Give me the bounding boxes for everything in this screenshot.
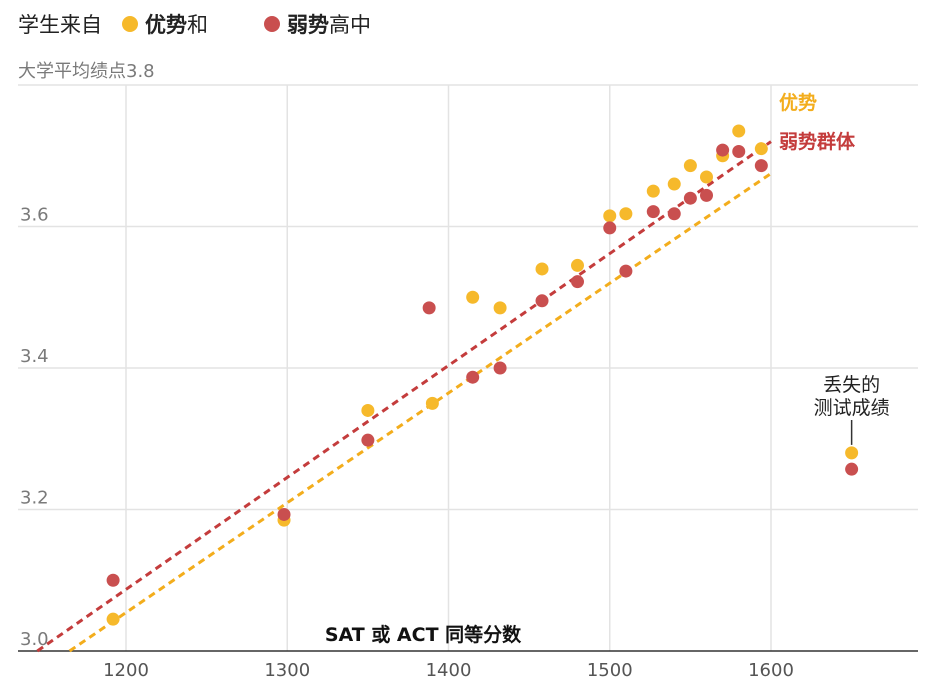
legend-label-advantaged-bold: 优势 — [145, 13, 187, 37]
y-axis-label: 大学平均绩点 — [18, 61, 126, 82]
point-disadvantaged — [106, 573, 120, 587]
trend-line-disadvantaged — [36, 140, 772, 653]
point-advantaged — [845, 446, 859, 460]
x-tick-label: 1200 — [103, 660, 149, 681]
point-advantaged — [425, 396, 439, 410]
point-disadvantaged — [716, 143, 730, 157]
legend-dot-disadvantaged — [264, 16, 280, 32]
legend-lead: 学生来自 — [18, 13, 102, 37]
point-disadvantaged — [845, 462, 859, 476]
x-tick-label: 1500 — [587, 660, 633, 681]
trend-line-advantaged — [68, 172, 772, 653]
point-advantaged — [667, 177, 681, 191]
point-advantaged — [571, 258, 584, 272]
point-disadvantaged — [277, 507, 291, 521]
point-advantaged — [732, 124, 746, 138]
point-advantaged — [361, 403, 375, 417]
legend-label-advantaged-rest: 和 — [187, 13, 208, 37]
point-disadvantaged — [646, 205, 660, 219]
point-advantaged — [700, 170, 713, 184]
point-disadvantaged — [683, 191, 697, 205]
point-advantaged — [646, 184, 660, 198]
annotation-line-2: 测试成绩 — [814, 397, 890, 419]
point-disadvantaged — [361, 433, 375, 447]
point-disadvantaged — [466, 370, 480, 384]
y-axis-title: 大学平均绩点3.8 — [18, 57, 155, 83]
legend: 学生来自 优势 和 弱势 高中 — [18, 8, 427, 40]
point-disadvantaged — [732, 145, 746, 159]
point-disadvantaged — [619, 264, 633, 278]
point-advantaged — [603, 209, 617, 223]
point-disadvantaged — [603, 221, 617, 235]
legend-label-disadvantaged-bold: 弱势 — [287, 13, 329, 37]
point-advantaged — [619, 207, 633, 221]
trend-label-disadvantaged: 弱势群体 — [779, 130, 856, 153]
y-tick-label: 3.4 — [20, 346, 49, 367]
x-tick-label: 1400 — [426, 660, 472, 681]
point-disadvantaged — [754, 159, 768, 173]
point-disadvantaged — [571, 275, 584, 289]
x-axis-title: SAT 或 ACT 同等分数 — [325, 623, 522, 646]
y-tick-label: 3.0 — [20, 629, 49, 650]
legend-dot-advantaged — [122, 16, 138, 32]
point-advantaged — [106, 612, 120, 626]
x-tick-label: 1300 — [264, 660, 310, 681]
legend-item-advantaged: 优势 和 — [122, 9, 208, 39]
point-advantaged — [493, 301, 507, 315]
point-disadvantaged — [422, 301, 436, 315]
point-advantaged — [754, 142, 768, 156]
legend-label-disadvantaged-rest: 高中 — [329, 13, 371, 37]
annotation-line-1: 丢失的 — [823, 374, 880, 396]
point-disadvantaged — [493, 361, 507, 375]
x-tick-label: 1600 — [748, 660, 794, 681]
point-advantaged — [683, 159, 697, 173]
point-advantaged — [535, 262, 549, 276]
point-advantaged — [466, 290, 480, 304]
point-disadvantaged — [535, 294, 549, 308]
y-tick-label: 3.6 — [20, 205, 49, 226]
point-disadvantaged — [700, 188, 713, 202]
y-tick-label: 3.2 — [20, 488, 49, 509]
point-disadvantaged — [667, 207, 681, 221]
trend-label-advantaged: 优势 — [779, 91, 817, 114]
legend-item-disadvantaged: 弱势 高中 — [264, 9, 371, 39]
y-tick-label-top: 3.8 — [126, 61, 155, 82]
